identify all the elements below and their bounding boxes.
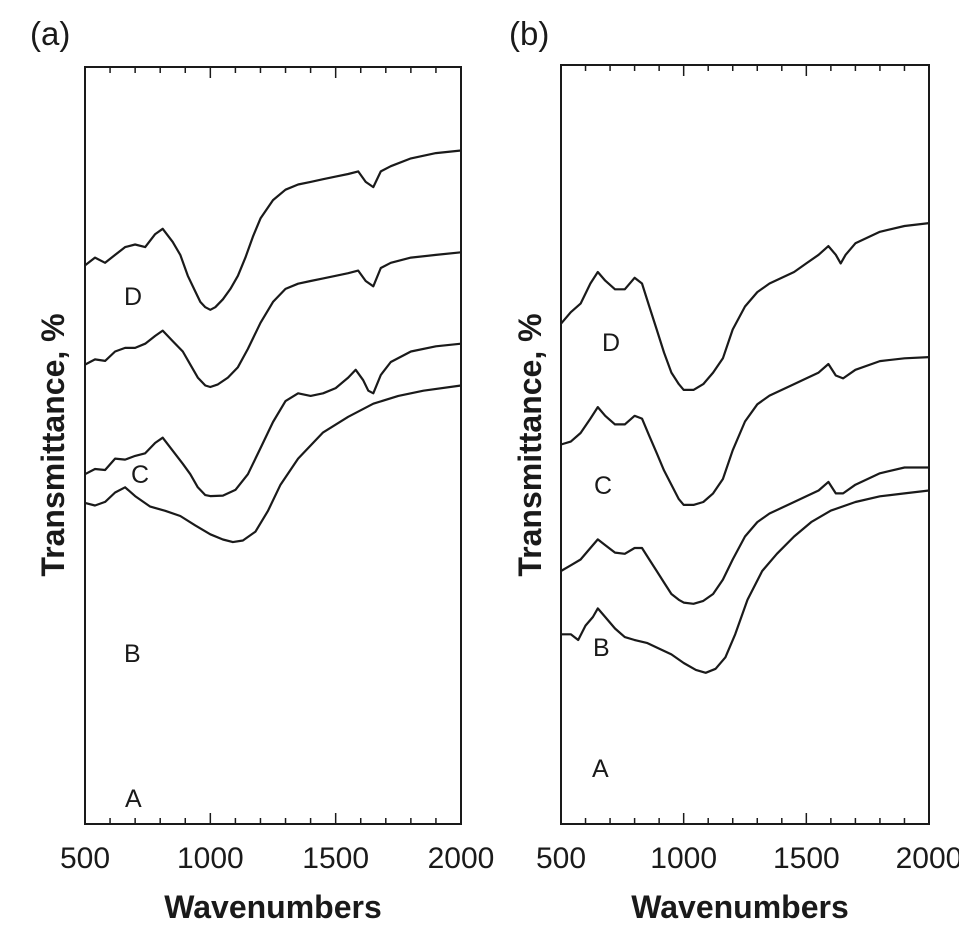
x-tick-label: 500 — [60, 842, 110, 875]
series-label-d: D — [124, 283, 142, 311]
x-tick-label: 1500 — [302, 842, 369, 875]
panel-label: (a) — [30, 15, 70, 52]
series-label-c: C — [594, 472, 612, 500]
x-tick-label: 1000 — [177, 842, 244, 875]
panel-a: (a) 500 1000 1500 2000 Wavenumbers Transmittan… — [30, 15, 494, 925]
series-line-b — [560, 466, 929, 605]
series-line-b — [84, 342, 462, 498]
plot-frame — [84, 66, 462, 825]
x-tick-label: 2000 — [428, 842, 495, 875]
series-line-a — [561, 489, 930, 674]
series-line-d — [84, 149, 462, 311]
series-label-b: B — [124, 640, 141, 668]
panel-b: (b) 500 1000 1500 2000 Wavenumbers Transmittan… — [509, 15, 959, 925]
series-line-a — [84, 384, 462, 544]
series-label-b: B — [593, 634, 610, 662]
series-line-c — [560, 356, 930, 506]
x-tick-label: 1000 — [650, 842, 717, 875]
series-label-d: D — [602, 329, 620, 357]
plot-frame — [560, 64, 930, 825]
x-axis-title: Wavenumbers — [631, 889, 849, 925]
series-line-d — [560, 222, 930, 391]
x-tick-label: 500 — [536, 842, 586, 875]
panel-label: (b) — [509, 15, 549, 52]
series-line-c — [84, 251, 462, 389]
y-axis-title: Transmittance, % — [512, 313, 548, 576]
series-label-a: A — [592, 755, 609, 783]
series-label-a: A — [125, 785, 142, 813]
x-axis-title: Wavenumbers — [164, 889, 382, 925]
y-axis-title: Transmittance, % — [35, 313, 71, 576]
x-tick-label: 1500 — [773, 842, 840, 875]
series-label-c: C — [131, 461, 149, 489]
x-tick-label: 2000 — [896, 842, 959, 875]
